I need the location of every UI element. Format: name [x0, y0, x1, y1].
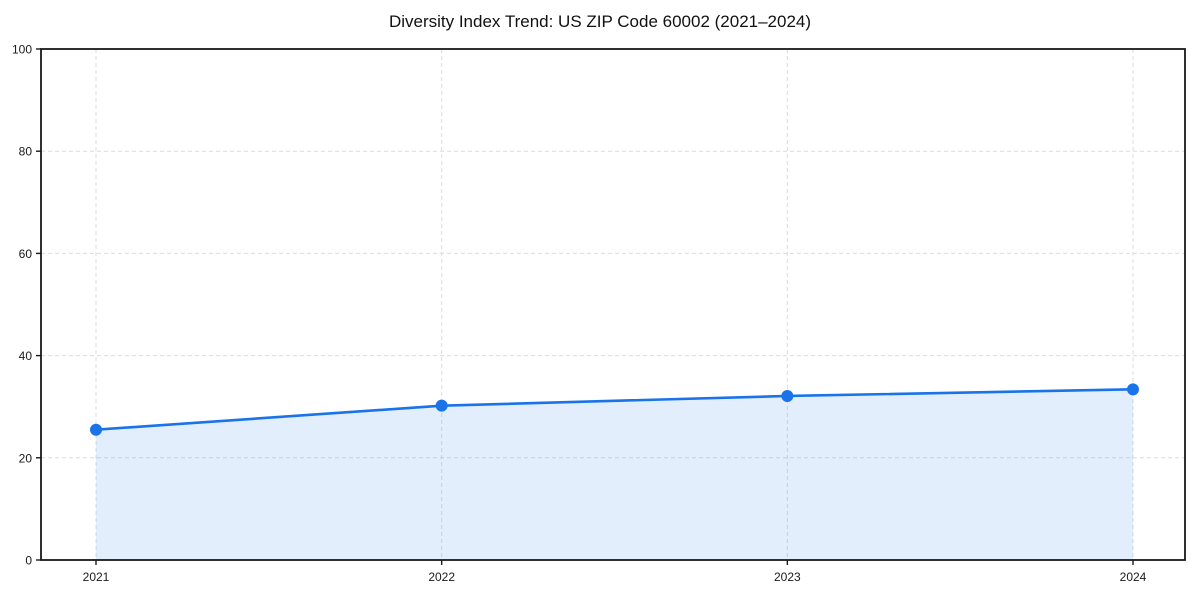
y-tick-label: 80	[19, 145, 33, 159]
y-tick-label: 100	[12, 43, 32, 57]
plot-border	[40, 48, 1186, 561]
area-fill	[96, 389, 1133, 560]
data-point-2024	[1127, 383, 1139, 396]
x-tick-label: 2022	[428, 570, 455, 584]
chart-title: Diversity Index Trend: US ZIP Code 60002…	[388, 12, 812, 31]
x-tick-label: 2023	[774, 570, 801, 584]
y-tick-label: 20	[19, 451, 33, 465]
data-point-2021	[90, 423, 102, 436]
y-tick-label: 60	[19, 247, 33, 261]
x-tick-label: 2021	[83, 570, 110, 584]
trend-line	[94, 388, 1135, 431]
data-point-2022	[435, 399, 448, 412]
y-tick-label: 40	[19, 349, 33, 363]
x-tick-label: 2024	[1120, 570, 1147, 584]
y-tick-label: 0	[25, 554, 32, 568]
data-point-2023	[781, 389, 794, 402]
